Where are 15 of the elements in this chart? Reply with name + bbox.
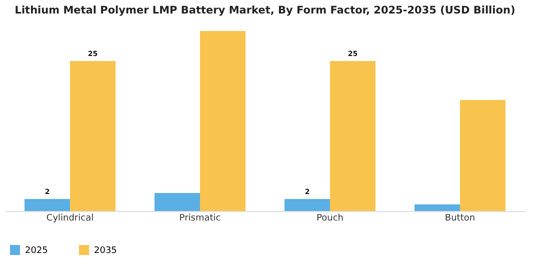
x-tick-label: Pouch — [316, 214, 344, 224]
bar — [414, 204, 460, 211]
bar — [460, 100, 506, 211]
chart-title: Lithium Metal Polymer LMP Battery Market, By Form Factor, 2025-2035 (USD Billion) — [14, 4, 516, 16]
x-tick-label: Cylindrical — [46, 214, 94, 224]
legend-label: 2035 — [94, 246, 117, 256]
bar — [70, 61, 116, 211]
bar — [24, 199, 70, 211]
bar — [200, 31, 246, 211]
bar — [154, 193, 200, 211]
bar — [330, 61, 376, 211]
x-tick-label: Prismatic — [179, 214, 221, 224]
bar — [284, 199, 330, 211]
legend-label: 2025 — [25, 246, 48, 256]
x-tick-label: Button — [444, 214, 476, 224]
